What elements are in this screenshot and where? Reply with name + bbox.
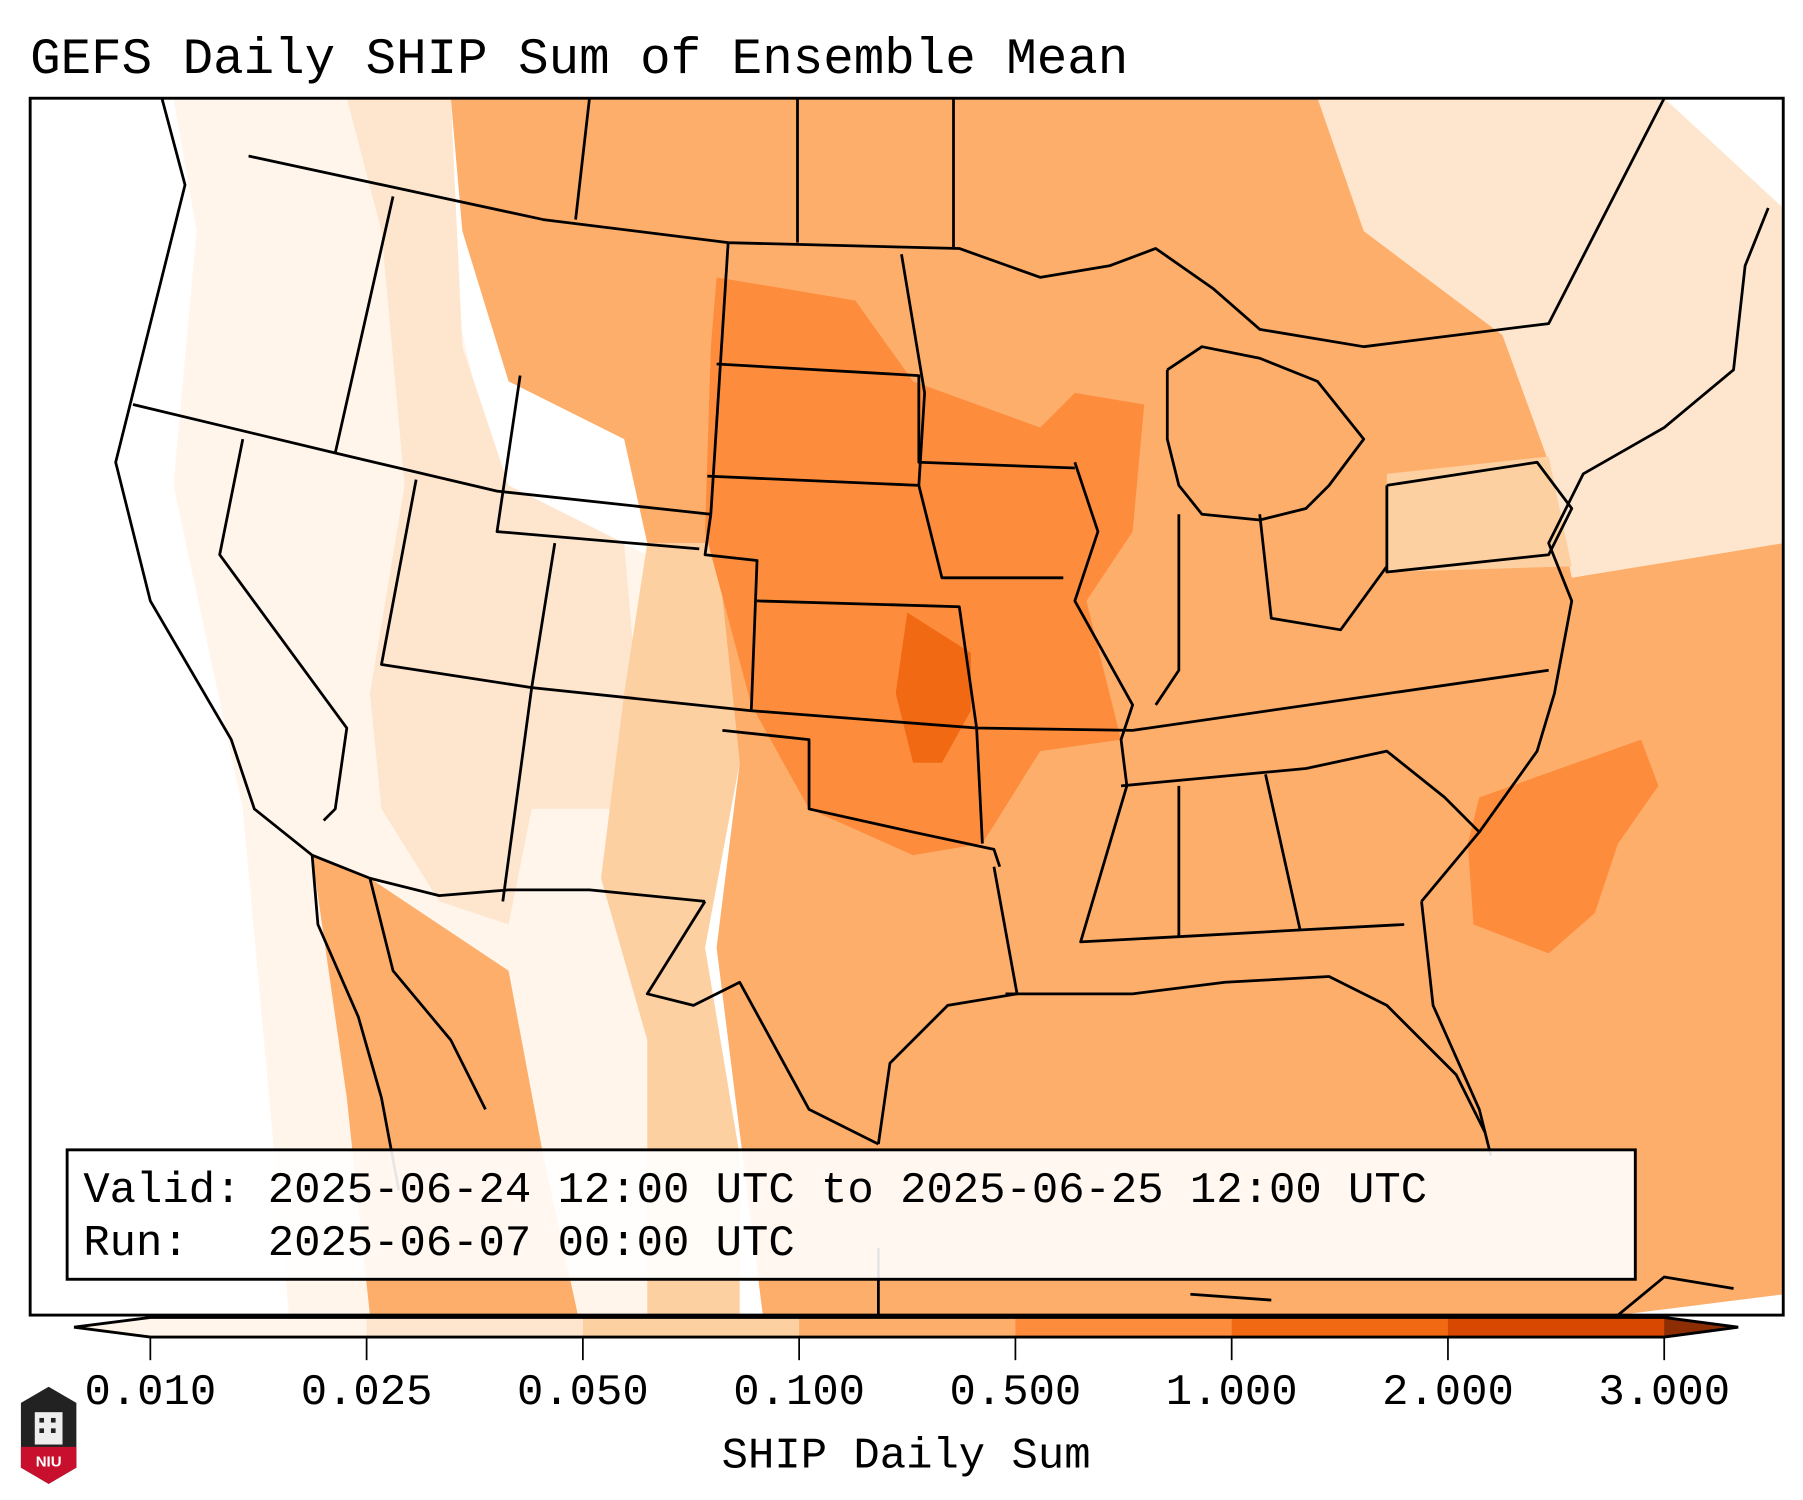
shade-west-light [346,98,648,925]
colorbar-tick-label: 0.500 [950,1368,1082,1418]
colorbar-segment [1447,1317,1665,1338]
run-time: Run: 2025-06-07 00:00 UTC [83,1219,794,1269]
logo-text: NIU [36,1453,62,1470]
colorbar-extend-high [1664,1317,1739,1338]
colorbar-tick-label: 2.000 [1382,1368,1514,1418]
shade-0.5-1-atlantic [1467,739,1659,954]
colorbar-segment [1015,1317,1233,1338]
colorbar-segment [582,1317,800,1338]
colorbar-tick-label: 0.050 [517,1368,649,1418]
colorbar-tick-label: 0.010 [84,1368,216,1418]
valid-time: Valid: 2025-06-24 12:00 UTC to 2025-06-2… [83,1166,1427,1216]
colorbar-extend-low [74,1317,151,1338]
colorbar: 0.010 0.025 0.050 0.100 0.500 1.000 2.000 3.000 [73,1315,1739,1418]
shade-0.5-1 [705,277,1145,856]
shade-northeast [1317,98,1784,601]
colorbar-tick-label: 1.000 [1166,1368,1298,1418]
state-borders [114,98,1770,1316]
colorbar-tick-label: 3.000 [1598,1368,1730,1418]
colorbar-segment [366,1317,584,1338]
colorbar-segment [150,1317,368,1338]
niu-logo: NIU [20,1386,77,1484]
colorbar-tick-label: 0.025 [301,1368,433,1418]
chart-title: GEFS Daily SHIP Sum of Ensemble Mean [30,32,1128,89]
colorbar-label: SHIP Daily Sum [722,1432,1091,1482]
shade-northeast-pale [1386,456,1572,573]
colorbar-segment [799,1317,1016,1338]
colorbar-segment [1231,1317,1449,1338]
info-box: Valid: 2025-06-24 12:00 UTC to 2025-06-2… [65,1148,1637,1281]
shade-band-0.05 [601,543,740,1316]
map-panel [28,96,1785,1317]
colorbar-tick-label: 0.100 [733,1368,865,1418]
